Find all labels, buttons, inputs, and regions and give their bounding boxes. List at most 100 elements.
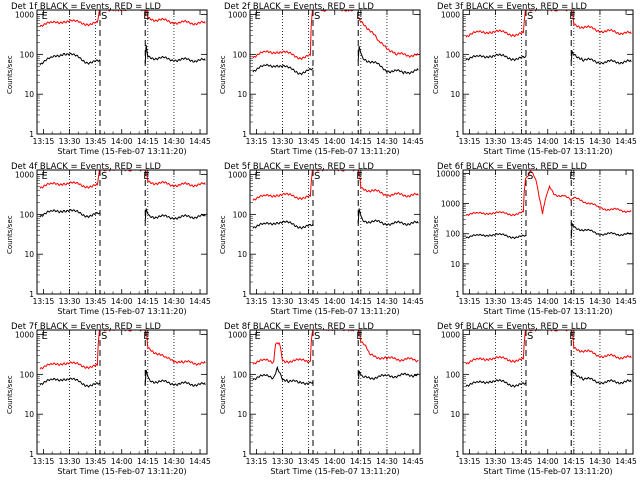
event-marker-e: E	[41, 171, 47, 182]
series-events	[145, 209, 205, 221]
y-axis-label: Counts/sec	[219, 375, 227, 414]
series-lld	[348, 331, 349, 332]
x-tick-label: 14:15	[137, 457, 159, 466]
series-lld	[466, 328, 533, 365]
y-tick-label: 100	[20, 50, 35, 59]
y-tick-label: 100	[20, 210, 35, 219]
series-events	[571, 51, 631, 64]
y-tick-label: 10000	[436, 169, 460, 178]
series-events	[145, 45, 205, 64]
series-events	[466, 54, 526, 61]
x-axis-label: Start Time (15-Feb-07 13:11:20)	[270, 467, 399, 476]
x-tick-label: 13:30	[272, 457, 294, 466]
x-tick-label: 13:30	[272, 297, 294, 306]
y-tick-label: 100	[446, 230, 461, 239]
event-marker-s: S	[314, 171, 320, 182]
series-events	[253, 221, 313, 229]
y-tick-label: 1000	[15, 171, 34, 180]
series-group	[253, 328, 418, 385]
series-lld	[338, 170, 339, 171]
series-lld	[571, 330, 631, 359]
y-axis-label: Counts/sec	[432, 375, 440, 414]
y-tick-label: 10	[237, 90, 247, 99]
x-tick-label: 14:45	[615, 297, 637, 306]
event-marker-e: E	[254, 331, 260, 342]
y-tick-label: 1	[29, 130, 34, 139]
series-events	[40, 210, 100, 218]
x-tick-label: 13:30	[59, 297, 81, 306]
event-marker-s: S	[527, 331, 533, 342]
x-tick-label: 13:30	[59, 137, 81, 146]
series-lld	[551, 10, 552, 11]
chart-panel-6: Det 6f BLACK = Events, RED = LLDCounts/s…	[432, 162, 637, 316]
chart-panel-7: Det 7f BLACK = Events, RED = LLDCounts/s…	[6, 322, 211, 476]
x-tick-label: 13:45	[511, 297, 533, 306]
x-tick-label: 14:45	[189, 297, 211, 306]
y-tick-label: 1000	[228, 171, 247, 180]
y-tick-label: 1	[455, 130, 460, 139]
y-tick-label: 100	[233, 370, 248, 379]
y-tick-label: 100	[20, 370, 35, 379]
series-group	[40, 8, 205, 65]
x-tick-label: 13:15	[33, 297, 55, 306]
event-marker-e: E	[356, 11, 362, 22]
x-tick-label: 13:45	[298, 137, 320, 146]
series-events	[466, 380, 526, 388]
series-lld	[109, 331, 110, 332]
plot-frame	[463, 330, 633, 454]
series-events	[466, 234, 526, 239]
chart-panel-2: Det 2f BLACK = Events, RED = LLDCounts/s…	[219, 2, 424, 156]
series-events	[40, 378, 100, 387]
x-tick-label: 14:00	[537, 297, 559, 306]
series-lld	[466, 170, 631, 215]
x-axis-label: Start Time (15-Feb-07 13:11:20)	[483, 307, 612, 316]
y-tick-label: 100	[446, 50, 461, 59]
series-lld	[40, 328, 107, 369]
x-axis-label: Start Time (15-Feb-07 13:11:20)	[483, 147, 612, 156]
x-axis-label: Start Time (15-Feb-07 13:11:20)	[57, 467, 186, 476]
event-marker-e: E	[41, 11, 47, 22]
y-tick-label: 1000	[441, 331, 460, 340]
series-lld	[118, 11, 119, 12]
x-tick-label: 14:15	[563, 137, 585, 146]
x-axis-label: Start Time (15-Feb-07 13:11:20)	[57, 307, 186, 316]
chart-panel-1: Det 1f BLACK = Events, RED = LLDCounts/s…	[6, 2, 211, 156]
y-tick-label: 10	[24, 410, 34, 419]
y-tick-label: 10	[24, 250, 34, 259]
y-axis-label: Counts/sec	[432, 55, 440, 94]
event-marker-e: E	[569, 11, 575, 22]
y-axis-label: Counts/sec	[6, 215, 14, 254]
event-marker-e: E	[569, 331, 575, 342]
x-tick-label: 13:15	[246, 457, 268, 466]
event-marker-e: E	[254, 171, 260, 182]
series-lld	[535, 11, 536, 12]
y-tick-label: 1	[242, 290, 247, 299]
y-axis-label: Counts/sec	[219, 55, 227, 94]
series-group	[40, 328, 205, 387]
series-lld	[145, 170, 205, 186]
x-tick-label: 13:45	[298, 457, 320, 466]
series-events	[253, 367, 313, 384]
x-tick-label: 13:45	[85, 457, 107, 466]
y-tick-label: 1	[455, 450, 460, 459]
series-events	[145, 370, 205, 386]
series-group	[253, 168, 418, 229]
y-axis-label: Counts/sec	[6, 375, 14, 414]
y-tick-label: 10	[24, 90, 34, 99]
x-tick-label: 14:30	[163, 457, 185, 466]
x-tick-label: 13:45	[85, 297, 107, 306]
series-lld	[322, 171, 323, 172]
plot-frame	[37, 10, 207, 134]
x-tick-label: 13:15	[459, 297, 481, 306]
y-tick-label: 10	[450, 90, 460, 99]
series-group	[466, 170, 631, 238]
x-tick-label: 14:30	[589, 457, 611, 466]
series-lld	[125, 330, 126, 331]
x-tick-label: 14:15	[137, 297, 159, 306]
series-events	[358, 46, 418, 74]
x-tick-label: 14:30	[376, 297, 398, 306]
plot-frame	[250, 10, 420, 134]
event-marker-s: S	[527, 171, 533, 182]
x-tick-label: 14:45	[615, 457, 637, 466]
x-tick-label: 14:00	[537, 137, 559, 146]
